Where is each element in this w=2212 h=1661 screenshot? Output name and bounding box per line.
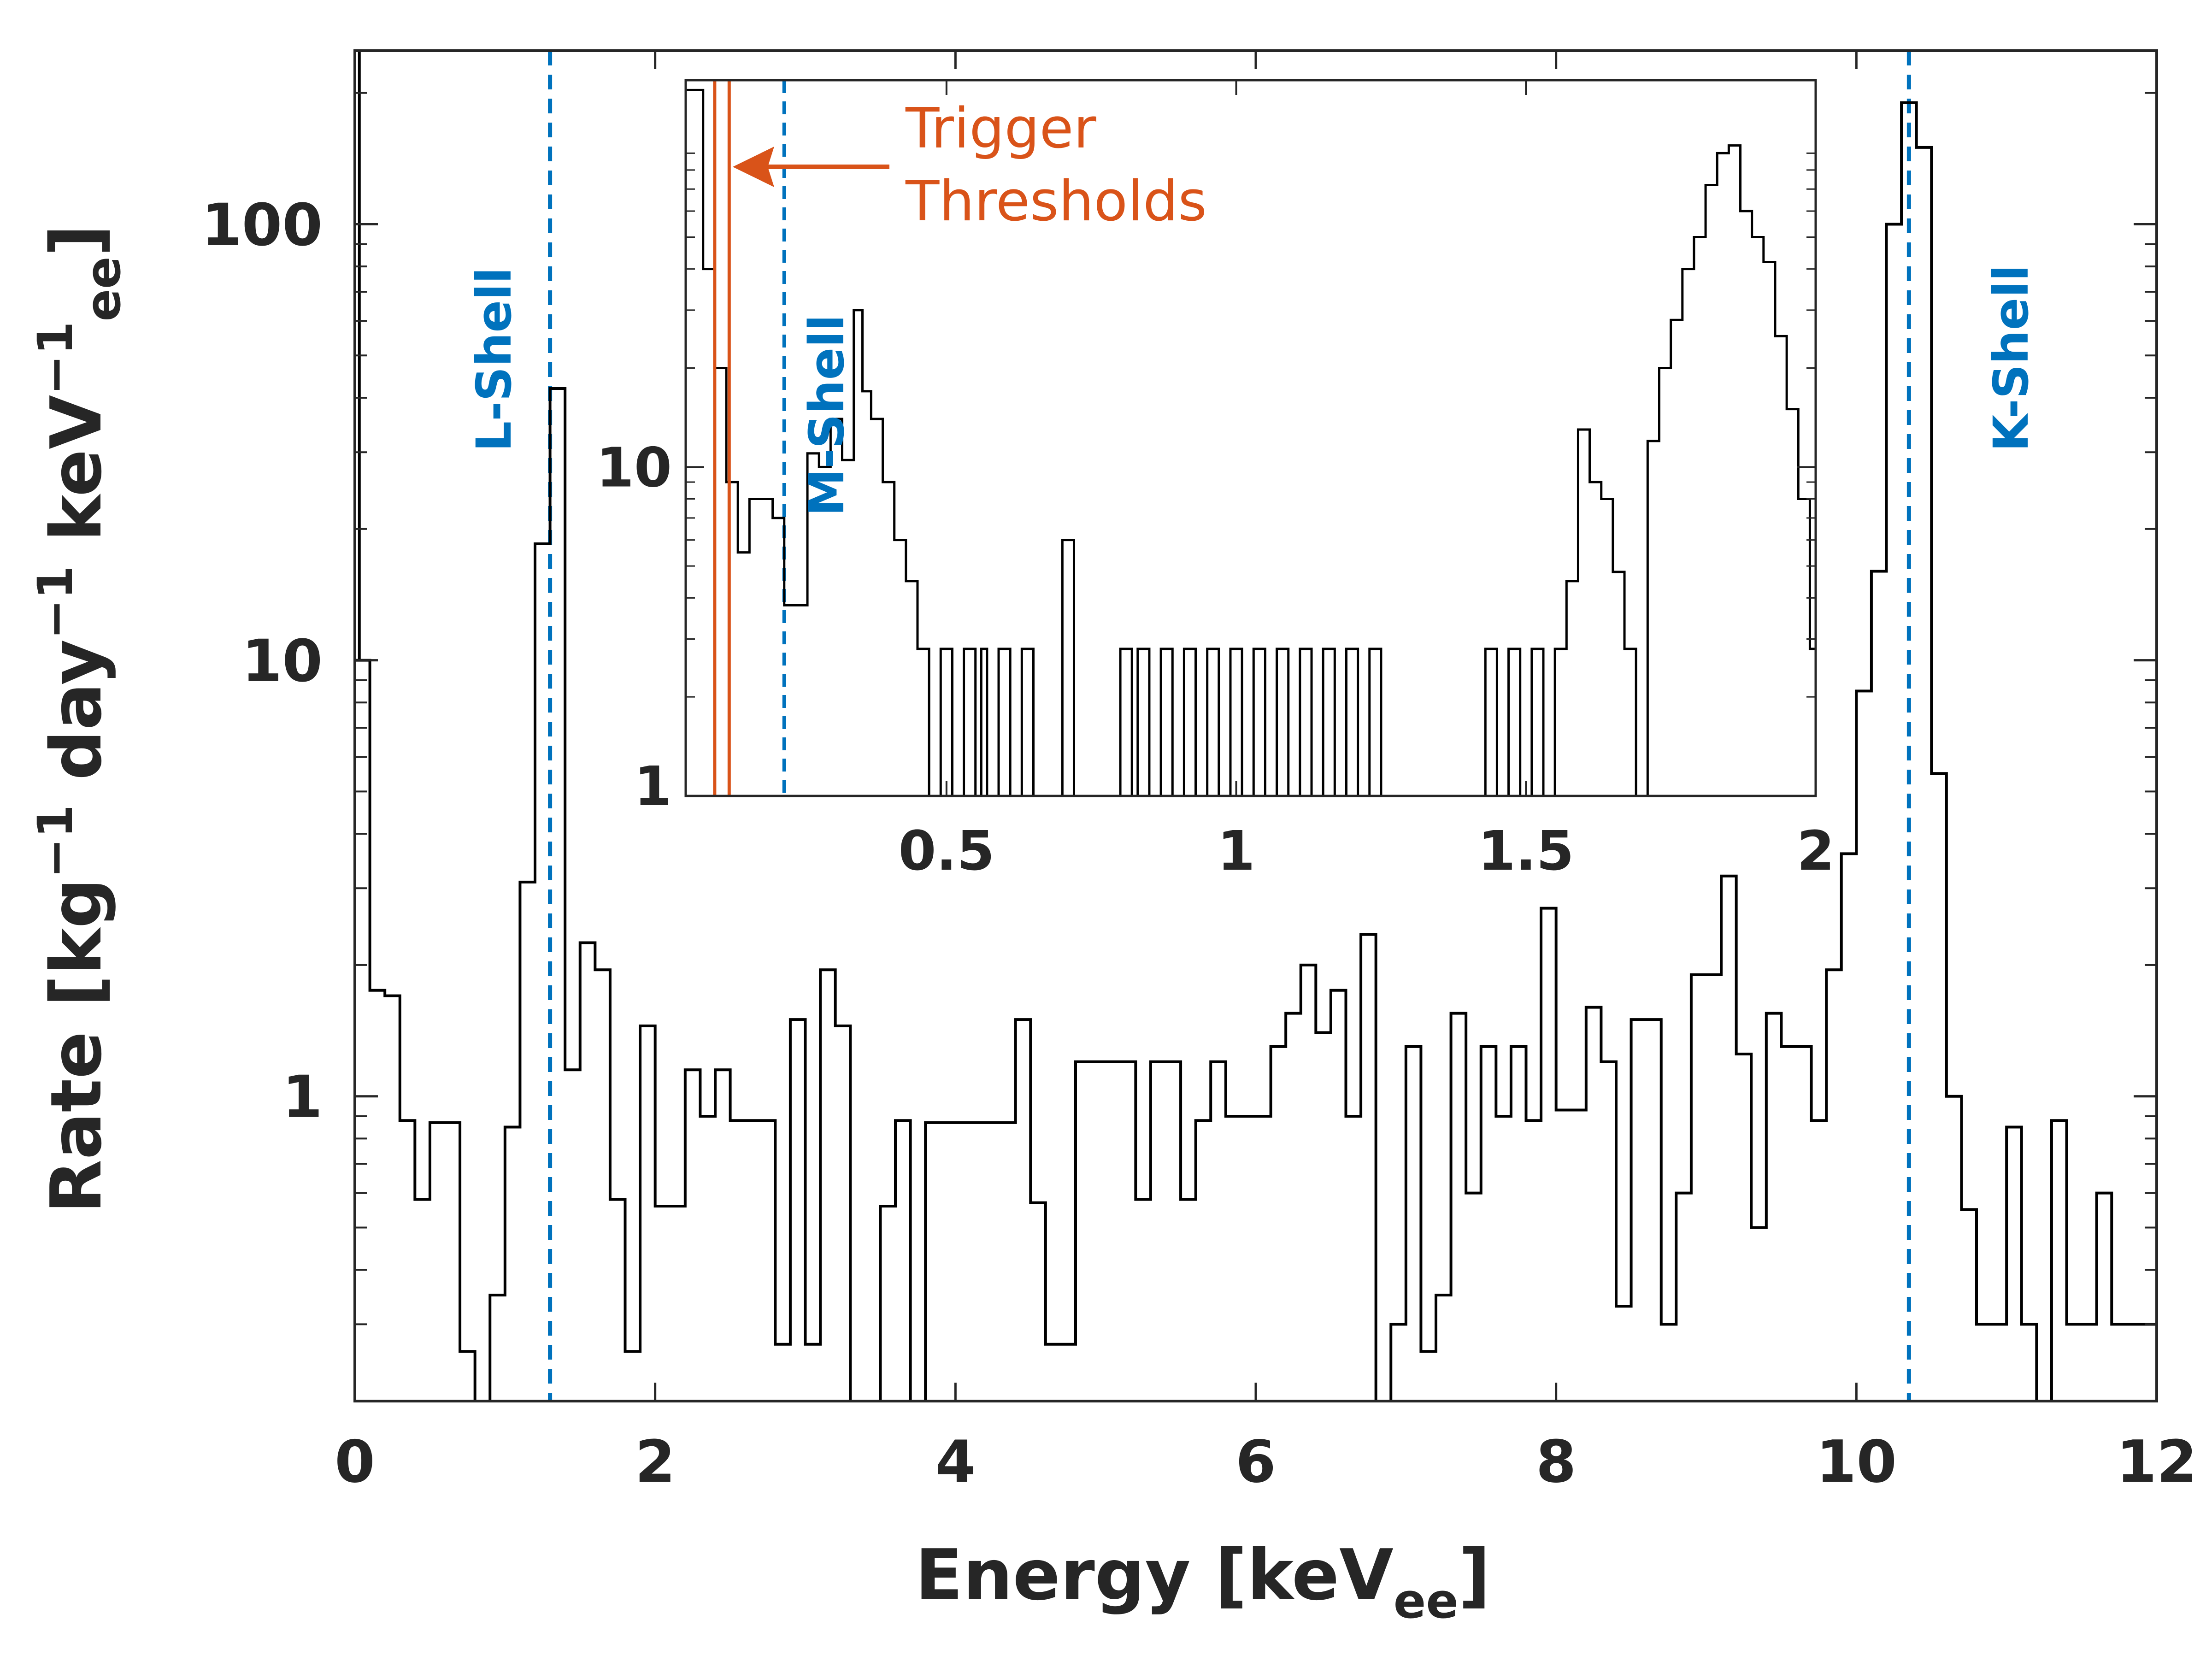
trigger-arrow-head bbox=[733, 147, 774, 187]
main-spectrum-series bbox=[355, 51, 2157, 1401]
x-axis-label: Energy [keVee] bbox=[915, 1534, 1491, 1629]
inset-x-tick-label: 1.5 bbox=[1478, 819, 1574, 883]
inset-x-tick-label: 2 bbox=[1797, 819, 1835, 883]
x-tick-label: 12 bbox=[2116, 1428, 2197, 1496]
x-axis-label-subscript: ee bbox=[1394, 1573, 1459, 1629]
x-tick-label: 0 bbox=[335, 1428, 375, 1496]
k-shell-label: K-Shell bbox=[1983, 265, 2039, 452]
l-shell-label: L-Shell bbox=[466, 267, 522, 452]
m-shell-label: M-Shell bbox=[799, 315, 855, 516]
trigger-text-line2: Thresholds bbox=[905, 170, 1207, 234]
y-tick-label: 100 bbox=[201, 191, 323, 259]
y-axis-label-sub: ee bbox=[75, 256, 131, 321]
x-tick-label: 8 bbox=[1536, 1428, 1577, 1496]
y-axis-label-part3: keV bbox=[35, 395, 117, 566]
x-axis-label-close: ] bbox=[1459, 1534, 1490, 1616]
y-tick-label: 1 bbox=[282, 1063, 323, 1131]
inset-x-tick-label: 0.5 bbox=[898, 819, 994, 883]
y-tick-label: 10 bbox=[242, 627, 323, 695]
y-axis-label-close: ] bbox=[35, 224, 117, 256]
y-axis-label-sup2: −1 bbox=[27, 566, 83, 640]
y-axis-label-sup1: −1 bbox=[27, 805, 83, 878]
inset-y-tick-label: 1 bbox=[634, 754, 672, 818]
inset-axes-box bbox=[684, 79, 1817, 797]
main-axes-box bbox=[353, 49, 2158, 1402]
inset-axes: 0.5 1 1.5 2 1 10 bbox=[596, 79, 1835, 883]
y-axis-label-part2: day bbox=[35, 639, 117, 805]
inset-y-tick-label: 10 bbox=[596, 436, 672, 499]
x-axis-label-main: Energy [keV bbox=[915, 1534, 1394, 1616]
y-axis-label: Rate [kg−1 day−1 keV−1ee] bbox=[27, 224, 131, 1213]
x-tick-label: 6 bbox=[1235, 1428, 1276, 1496]
y-axis-label-part1: Rate [kg bbox=[35, 878, 117, 1213]
inset-x-tick-label: 1 bbox=[1218, 819, 1255, 883]
inset-background bbox=[686, 80, 1816, 796]
x-tick-label: 4 bbox=[935, 1428, 976, 1496]
trigger-annotation: Trigger Thresholds bbox=[733, 97, 1207, 234]
y-axis-label-sup3: −1 bbox=[27, 322, 83, 395]
x-tick-label: 2 bbox=[635, 1428, 676, 1496]
trigger-text-line1: Trigger bbox=[905, 97, 1097, 161]
inset-spectrum-series bbox=[686, 80, 1816, 796]
x-tick-label: 10 bbox=[1816, 1428, 1897, 1496]
